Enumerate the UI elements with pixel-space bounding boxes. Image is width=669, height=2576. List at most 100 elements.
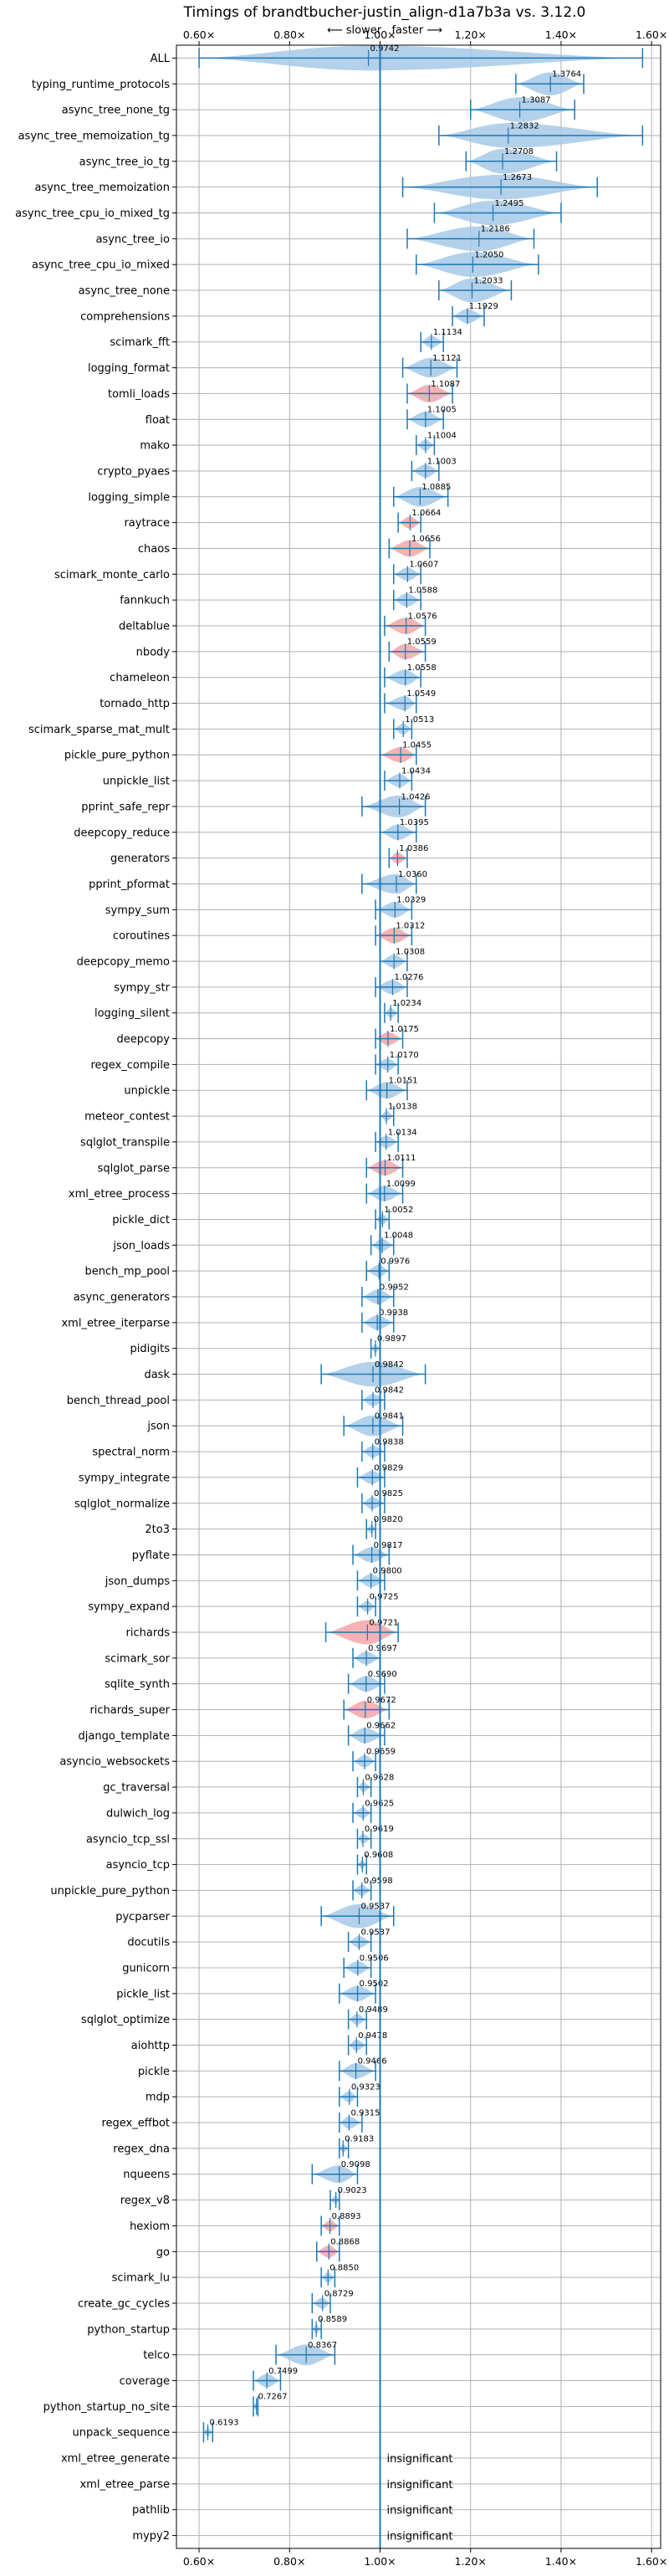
value-label-async-tree-memoization-tg: 1.2832 (510, 121, 539, 131)
value-label-unpickle: 1.0151 (389, 1077, 418, 1086)
value-label-xml-etree-iterparse: 0.9938 (379, 1308, 408, 1318)
category-label-python-startup: python_startup (87, 2323, 170, 2336)
value-label-async-tree-cpu-io-mixed: 1.2050 (474, 251, 503, 260)
value-label-async-tree-cpu-io-mixed-tg: 1.2495 (495, 199, 524, 208)
value-label-unpack-sequence: 0.6193 (209, 2419, 238, 2428)
top-tick-label-4: 1.40× (545, 28, 577, 41)
value-label-pprint-safe-repr: 1.0426 (401, 792, 431, 801)
category-label-coroutines: coroutines (113, 930, 170, 943)
category-label-generators: generators (110, 853, 170, 865)
category-label-deepcopy-memo: deepcopy_memo (77, 956, 170, 969)
category-label-async-tree-io: async_tree_io (95, 233, 170, 246)
category-label-typing-runtime-protocols: typing_runtime_protocols (32, 79, 170, 91)
category-label-nqueens: nqueens (123, 2169, 170, 2181)
value-label-sympy-str: 1.0276 (394, 973, 423, 982)
bottom-tick-label-2: 1.00× (364, 2555, 396, 2568)
category-label-regex-v8: regex_v8 (120, 2194, 170, 2207)
value-label-sqlglot-transpile: 1.0134 (388, 1128, 417, 1137)
insignificant-label-xml-etree-generate: insignificant (387, 2453, 453, 2466)
value-label-docutils: 0.9537 (360, 1928, 390, 1937)
category-label-unpickle-list: unpickle_list (103, 776, 170, 788)
category-label-sympy-str: sympy_str (114, 981, 170, 994)
value-label-pyflate: 0.9817 (374, 1541, 403, 1550)
category-label-deltablue: deltablue (119, 621, 170, 633)
category-label-asyncio-tcp-ssl: asyncio_tcp_ssl (86, 1833, 170, 1846)
category-label-dask: dask (144, 1369, 170, 1381)
category-label-telco: telco (143, 2349, 170, 2362)
category-label-json-dumps: json_dumps (105, 1575, 170, 1588)
value-label-json-loads: 1.0048 (384, 1232, 413, 1241)
category-label-async-tree-cpu-io-mixed: async_tree_cpu_io_mixed (32, 259, 170, 272)
category-label-richards-super: richards_super (89, 1704, 170, 1717)
category-label-pyflate: pyflate (132, 1549, 170, 1562)
value-label-gunicorn: 0.9506 (360, 1954, 389, 1963)
category-label-sqlglot-transpile: sqlglot_transpile (80, 1136, 170, 1149)
value-label-scimark-sparse-mat-mult: 1.0513 (405, 715, 434, 725)
value-label-chameleon: 1.0558 (407, 663, 437, 673)
value-label-asyncio-tcp-ssl: 0.9619 (365, 1825, 394, 1834)
category-label-scimark-sparse-mat-mult: scimark_sparse_mat_mult (28, 724, 170, 736)
category-label-regex-compile: regex_compile (90, 1059, 170, 1072)
value-label-xml-etree-process: 1.0099 (386, 1180, 416, 1189)
category-label-regex-effbot: regex_effbot (101, 2118, 170, 2130)
category-label-asyncio-websockets: asyncio_websockets (59, 1756, 170, 1769)
value-label-coroutines: 1.0312 (396, 922, 425, 931)
value-label-unpickle-list: 1.0434 (401, 766, 431, 776)
category-label-xml-etree-process: xml_etree_process (69, 1188, 170, 1201)
value-label-python-startup: 0.8589 (318, 2315, 347, 2324)
category-label-aiohttp: aiohttp (131, 2040, 170, 2052)
value-label-sqlglot-optimize: 0.9489 (359, 2005, 388, 2015)
category-label-logging-format: logging_format (88, 362, 170, 375)
category-label-float: float (146, 414, 170, 427)
category-label-scimark-fft: scimark_fft (110, 336, 170, 349)
category-label-go: go (156, 2246, 170, 2259)
category-label-django-template: django_template (79, 1730, 170, 1743)
category-label-pickle-pure-python: pickle_pure_python (64, 750, 170, 762)
category-label-deepcopy-reduce: deepcopy_reduce (74, 827, 170, 839)
top-tick-label-1: 0.80× (273, 28, 305, 41)
category-label-coverage: coverage (120, 2375, 170, 2388)
category-label-async-tree-memoization: async_tree_memoization (34, 182, 170, 194)
value-label-mdp: 0.9323 (351, 2083, 380, 2092)
value-label-async-tree-io: 1.2186 (481, 225, 510, 234)
category-label-docutils: docutils (127, 1937, 170, 1949)
category-label-crypto-pyaes: crypto_pyaes (97, 465, 170, 478)
value-label-logging-format: 1.1121 (432, 354, 462, 363)
value-label-spectral-norm: 0.9838 (375, 1437, 404, 1447)
category-label-mypy2: mypy2 (132, 2530, 170, 2543)
category-label-json-loads: json_loads (112, 1240, 170, 1252)
value-label-tomli-loads: 1.1087 (431, 380, 460, 389)
category-label-hexiom: hexiom (130, 2220, 170, 2233)
category-label-fannkuch: fannkuch (120, 595, 170, 607)
category-label-unpickle-pure-python: unpickle_pure_python (50, 1885, 170, 1897)
value-label-regex-v8: 0.9023 (338, 2186, 367, 2195)
value-label-async-generators: 0.9952 (380, 1283, 409, 1292)
marks-layer: 0.9742 1.3764 1.3087 1.2832 1.2708 1.2673 1.24… (198, 44, 644, 2543)
value-label-aiohttp: 0.9478 (358, 2031, 387, 2041)
category-label-spectral-norm: spectral_norm (92, 1447, 170, 1459)
value-label-bench-thread-pool: 0.9842 (375, 1386, 404, 1396)
category-label-pickle-list: pickle_list (116, 1988, 170, 2000)
category-label-pickle-dict: pickle_dict (112, 1214, 170, 1227)
value-label-django-template: 0.9662 (366, 1722, 396, 1731)
top-tick-label-2: 1.00× (364, 28, 396, 41)
value-label-sqlglot-parse: 1.0111 (387, 1154, 416, 1163)
category-label-async-tree-memoization-tg: async_tree_memoization_tg (18, 130, 170, 142)
value-label-pickle-pure-python: 1.0455 (402, 741, 432, 750)
category-label-logging-silent: logging_silent (94, 1007, 170, 1020)
value-label-scimark-sor: 0.9697 (368, 1644, 397, 1653)
value-label-2to3: 0.9820 (374, 1515, 403, 1524)
value-label-crypto-pyaes: 1.1003 (427, 457, 457, 466)
category-label-sqlite-synth: sqlite_synth (105, 1678, 170, 1691)
category-label-bench-mp-pool: bench_mp_pool (84, 1266, 170, 1278)
value-label-go: 0.8868 (330, 2238, 360, 2247)
insignificant-label-pathlib: insignificant (387, 2505, 453, 2517)
category-label-scimark-lu: scimark_lu (112, 2272, 170, 2285)
category-label-all: ALL (151, 53, 171, 65)
value-label-unpickle-pure-python: 0.9598 (364, 1877, 393, 1886)
category-label-scimark-sor: scimark_sor (105, 1652, 170, 1665)
category-label-sqlglot-normalize: sqlglot_normalize (74, 1498, 170, 1510)
value-label-json-dumps: 0.9800 (373, 1567, 402, 1576)
value-label-bench-mp-pool: 0.9976 (380, 1257, 410, 1267)
value-label-pidigits: 0.9897 (377, 1334, 406, 1344)
